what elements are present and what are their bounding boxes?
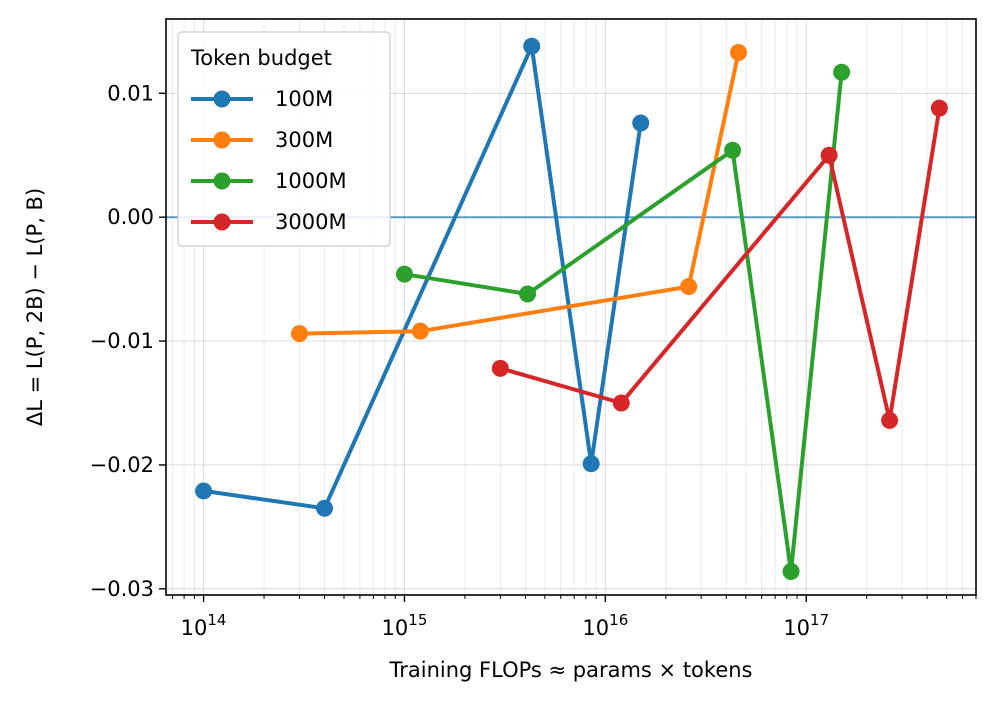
data-point-100M xyxy=(582,455,600,473)
legend-item-100M: 100M xyxy=(191,87,333,111)
series-300M xyxy=(290,43,747,343)
x-tick-base: 10 xyxy=(382,616,409,640)
series-line-3000M xyxy=(498,106,942,423)
legend-item-3000M: 3000M xyxy=(191,210,347,234)
x-tick-exponent: 14 xyxy=(207,611,226,629)
x-tick-base: 10 xyxy=(582,616,609,640)
plot-frame xyxy=(165,18,977,596)
legend-box xyxy=(177,31,391,247)
legend-label: 3000M xyxy=(275,210,347,234)
x-tick-label: 1017 xyxy=(783,611,829,640)
x-tick-base: 10 xyxy=(783,616,810,640)
data-point-300M xyxy=(680,278,698,296)
legend-item-300M: 300M xyxy=(191,128,333,152)
data-point-1000M xyxy=(782,562,800,580)
legend-items: 100M 300M 1000M 3000M xyxy=(191,87,347,234)
data-point-3000M xyxy=(820,146,838,164)
x-axis-label: Training FLOPs ≈ params × tokens xyxy=(389,658,753,682)
series-100M xyxy=(195,37,650,517)
x-tick-base: 10 xyxy=(181,616,208,640)
legend-swatch-marker xyxy=(213,213,231,231)
legend-swatch-marker xyxy=(213,172,231,190)
x-tick-label: 1015 xyxy=(382,611,428,640)
data-point-3000M xyxy=(612,394,630,412)
legend-label: 1000M xyxy=(275,169,347,193)
legend: Token budget 100M 300M 1000M 3000M xyxy=(177,31,391,247)
x-tick-exponent: 16 xyxy=(609,611,628,629)
data-point-3000M xyxy=(491,359,509,377)
legend-swatch-marker xyxy=(213,90,231,108)
data-point-1000M xyxy=(833,63,851,81)
x-tick-label: 1016 xyxy=(582,611,628,640)
data-point-100M xyxy=(316,499,334,517)
y-tick-label: 0.00 xyxy=(107,205,154,229)
y-tick-label: 0.01 xyxy=(107,81,154,105)
y-tick-label: −0.02 xyxy=(90,453,154,477)
data-point-100M xyxy=(195,482,213,500)
series-line-300M xyxy=(297,50,741,336)
series-layer xyxy=(195,37,948,580)
legend-title: Token budget xyxy=(190,46,332,70)
series-1000M xyxy=(395,63,851,580)
data-point-300M xyxy=(729,43,747,61)
legend-label: 100M xyxy=(275,87,333,111)
y-axis-label: ΔL = L(P, 2B) − L(P, B) xyxy=(23,188,47,426)
x-tick-exponent: 17 xyxy=(810,611,829,629)
legend-label: 300M xyxy=(275,128,333,152)
legend-swatch-marker xyxy=(213,131,231,149)
legend-item-1000M: 1000M xyxy=(191,169,347,193)
data-point-100M xyxy=(632,114,650,132)
data-point-1000M xyxy=(724,141,742,159)
x-tick-label: 1014 xyxy=(181,611,227,640)
data-point-3000M xyxy=(930,99,948,117)
data-point-300M xyxy=(411,322,429,340)
data-point-100M xyxy=(523,37,541,55)
data-point-300M xyxy=(290,325,308,343)
series-3000M xyxy=(491,99,948,429)
y-tick-label: −0.03 xyxy=(90,577,154,601)
y-tick-label: −0.01 xyxy=(90,329,154,353)
data-point-3000M xyxy=(881,411,899,429)
x-tick-exponent: 15 xyxy=(408,611,427,629)
data-point-1000M xyxy=(395,265,413,283)
data-point-1000M xyxy=(519,285,537,303)
